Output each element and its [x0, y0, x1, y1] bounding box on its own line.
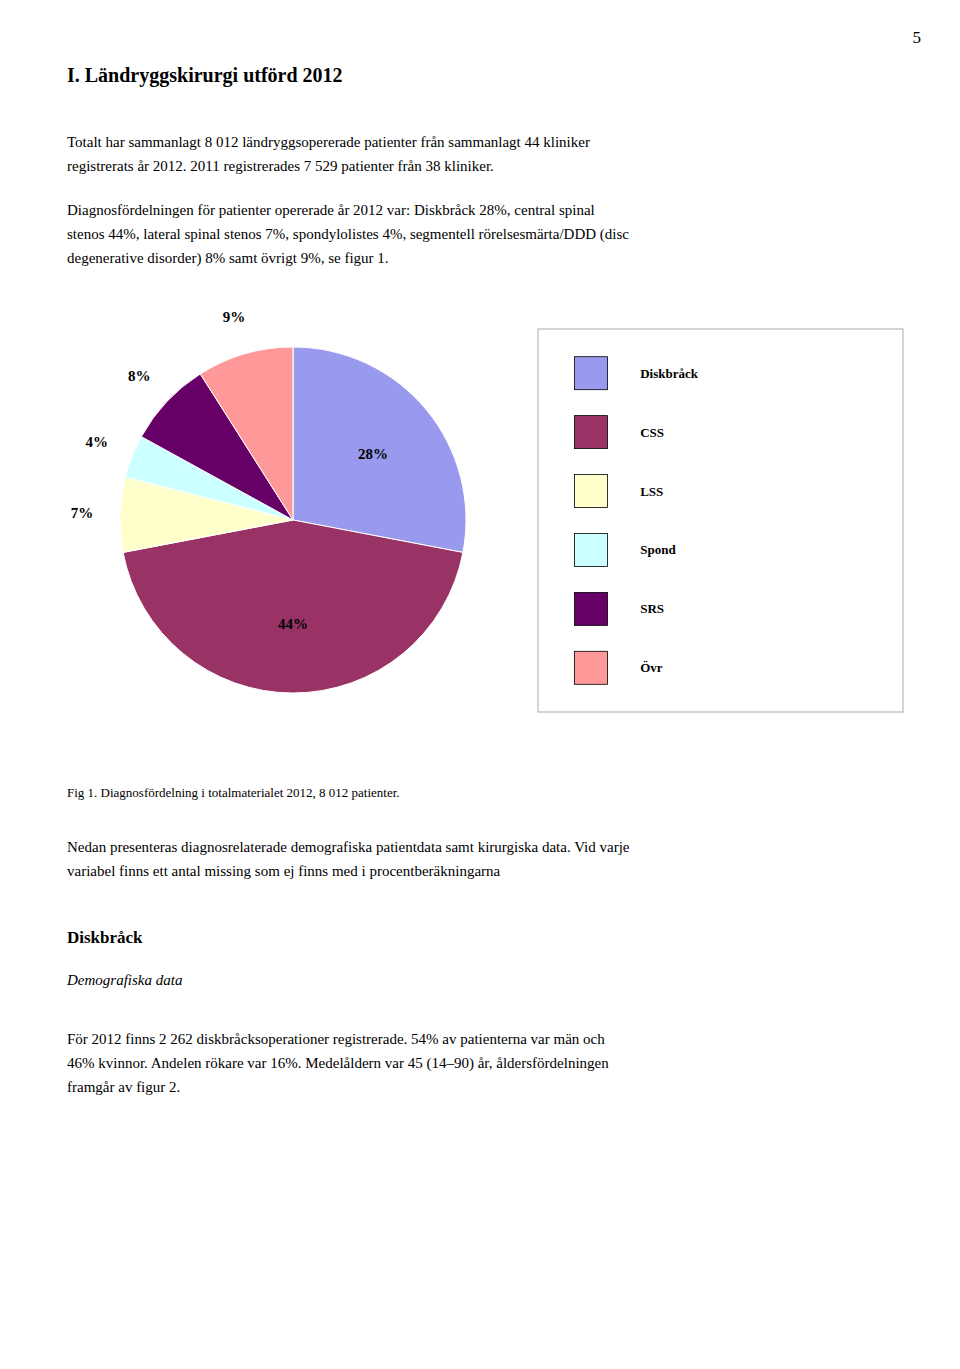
section-subtitle: Demografiska data [66, 972, 182, 988]
data-label: 28% [358, 446, 388, 462]
legend-item: Diskbråck [575, 357, 699, 390]
pie-slice [293, 347, 466, 552]
pie-slice [123, 520, 463, 693]
legend-swatch [575, 475, 608, 508]
legend-label: SRS [640, 601, 664, 616]
figure-caption: Fig 1. Diagnosfördelning i totalmaterial… [67, 785, 400, 800]
data-label: 4% [86, 434, 109, 450]
pie: 28% 44% 7% 4% 8% 9% [71, 309, 466, 693]
text-line: Nedan presenteras diagnosrelaterade demo… [67, 839, 630, 855]
legend-label: CSS [640, 425, 664, 440]
text-line: degenerative disorder) 8% samt övrigt 9%… [67, 250, 389, 267]
text-line: stenos 44%, lateral spinal stenos 7%, sp… [67, 226, 629, 243]
data-label: 7% [71, 505, 94, 521]
data-label: 8% [128, 368, 151, 384]
text-line: För 2012 finns 2 262 diskbråcksoperation… [67, 1031, 605, 1047]
text-line: Totalt har sammanlagt 8 012 ländryggsope… [67, 134, 590, 150]
data-label: 44% [278, 616, 308, 632]
legend-swatch [575, 357, 608, 390]
paragraph: Diagnosfördelningen för patienter operer… [67, 202, 629, 267]
legend-swatch [575, 416, 608, 449]
text-line: framgår av figur 2. [67, 1079, 180, 1095]
legend-label: LSS [640, 484, 663, 499]
legend-item: Övr [575, 651, 663, 684]
legend-label: Spond [640, 542, 676, 557]
paragraph: Nedan presenteras diagnosrelaterade demo… [67, 839, 630, 879]
legend-item: CSS [575, 416, 665, 449]
pie-slice [200, 347, 293, 520]
text-line: Diagnosfördelningen för patienter operer… [67, 202, 595, 218]
text-line: variabel finns ett antal missing som ej … [67, 863, 501, 879]
page-number: 5 [913, 28, 922, 47]
paragraph: För 2012 finns 2 262 diskbråcksoperation… [67, 1031, 609, 1095]
section-title: Diskbråck [67, 928, 143, 947]
text-line: registrerats år 2012. 2011 registrerades… [67, 158, 494, 174]
legend: Diskbråck CSS LSS Spond SRS Övr [538, 329, 903, 712]
legend-label: Övr [640, 660, 663, 675]
legend-swatch [575, 592, 608, 625]
legend-item: SRS [575, 592, 665, 625]
legend-swatch [575, 533, 608, 566]
legend-swatch [575, 651, 608, 684]
paragraph: Totalt har sammanlagt 8 012 ländryggsope… [67, 134, 590, 174]
page-title: I. Ländryggskirurgi utförd 2012 [67, 64, 343, 87]
legend-frame [538, 329, 903, 712]
text-line: 46% kvinnor. Andelen rökare var 16%. Med… [67, 1055, 609, 1072]
legend-item: LSS [575, 475, 664, 508]
legend-item: Spond [575, 533, 677, 566]
data-label: 9% [223, 309, 246, 325]
legend-label: Diskbråck [640, 366, 699, 381]
page: 5 I. Ländryggskirurgi utförd 2012 Totalt h… [0, 0, 960, 1369]
